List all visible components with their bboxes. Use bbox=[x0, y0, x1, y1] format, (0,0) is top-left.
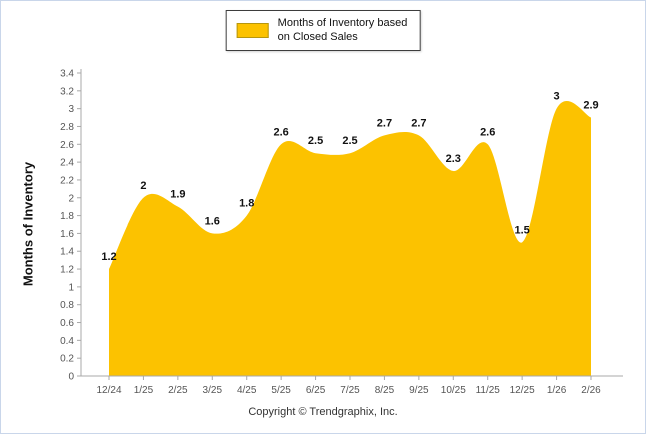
x-tick-label: 1/25 bbox=[134, 385, 154, 396]
chart-legend: Months of Inventory based on Closed Sale… bbox=[225, 10, 421, 51]
y-tick-label: 3.2 bbox=[60, 86, 74, 97]
x-tick-label: 12/25 bbox=[510, 385, 535, 396]
x-tick-label: 1/26 bbox=[547, 385, 567, 396]
x-tick-label: 2/25 bbox=[168, 385, 188, 396]
y-tick-label: 1.6 bbox=[60, 229, 74, 240]
legend-label: Months of Inventory based on Closed Sale… bbox=[278, 16, 408, 45]
x-tick-label: 8/25 bbox=[375, 385, 395, 396]
x-tick-label: 6/25 bbox=[306, 385, 326, 396]
y-tick-label: 2.8 bbox=[60, 122, 74, 133]
data-label: 1.9 bbox=[170, 189, 185, 201]
data-label: 1.2 bbox=[101, 251, 116, 263]
y-tick-label: 3 bbox=[68, 104, 74, 115]
x-tick-label: 3/25 bbox=[203, 385, 223, 396]
y-tick-label: 2.6 bbox=[60, 140, 74, 151]
y-tick-label: 0.4 bbox=[60, 336, 74, 347]
y-tick-label: 2 bbox=[68, 193, 74, 204]
x-tick-label: 9/25 bbox=[409, 385, 429, 396]
data-label: 2.6 bbox=[480, 126, 495, 138]
x-tick-label: 7/25 bbox=[340, 385, 360, 396]
x-tick-label: 2/26 bbox=[581, 385, 601, 396]
data-label: 2.6 bbox=[273, 126, 288, 138]
data-label: 2.7 bbox=[377, 117, 392, 129]
data-label: 2.5 bbox=[342, 135, 357, 147]
y-tick-label: 0.8 bbox=[60, 300, 74, 311]
y-tick-label: 0.6 bbox=[60, 318, 74, 329]
legend-label-line2: on Closed Sales bbox=[277, 31, 358, 44]
legend-swatch-icon bbox=[236, 22, 269, 38]
x-tick-label: 10/25 bbox=[441, 385, 466, 396]
y-tick-label: 1 bbox=[68, 282, 74, 293]
x-tick-label: 11/25 bbox=[476, 385, 501, 396]
data-label: 1.8 bbox=[239, 198, 254, 210]
x-tick-label: 4/25 bbox=[237, 385, 257, 396]
data-label: 1.6 bbox=[205, 215, 220, 227]
data-label: 1.5 bbox=[514, 224, 529, 236]
data-label: 2 bbox=[140, 180, 146, 192]
area-series bbox=[109, 101, 591, 377]
y-tick-label: 1.4 bbox=[60, 247, 74, 258]
y-tick-label: 1.2 bbox=[60, 265, 74, 276]
copyright-text: Copyright © Trendgraphix, Inc. bbox=[248, 406, 398, 418]
y-tick-label: 3.4 bbox=[60, 69, 74, 80]
y-tick-label: 0.2 bbox=[60, 354, 74, 365]
x-tick-label: 5/25 bbox=[271, 385, 291, 396]
area-chart: 0 0.2 0.4 0.6 0.8 1 1.2 1.4 1.6 1.8 2 2.2 2.4 2.6 2.8 3… bbox=[60, 69, 623, 396]
data-label: 2.3 bbox=[446, 153, 461, 165]
y-tick-label: 0 bbox=[68, 372, 74, 383]
data-label: 2.5 bbox=[308, 135, 323, 147]
data-label: 2.9 bbox=[583, 100, 598, 112]
x-tick-label: 12/24 bbox=[96, 385, 121, 396]
data-label: 2.7 bbox=[411, 117, 426, 129]
y-tick-label: 2.2 bbox=[60, 175, 74, 186]
data-label: 3 bbox=[554, 91, 560, 103]
legend-label-line1: Months of Inventory based bbox=[277, 17, 408, 29]
y-tick-label: 1.8 bbox=[60, 211, 74, 222]
y-tick-label: 2.4 bbox=[60, 158, 74, 169]
